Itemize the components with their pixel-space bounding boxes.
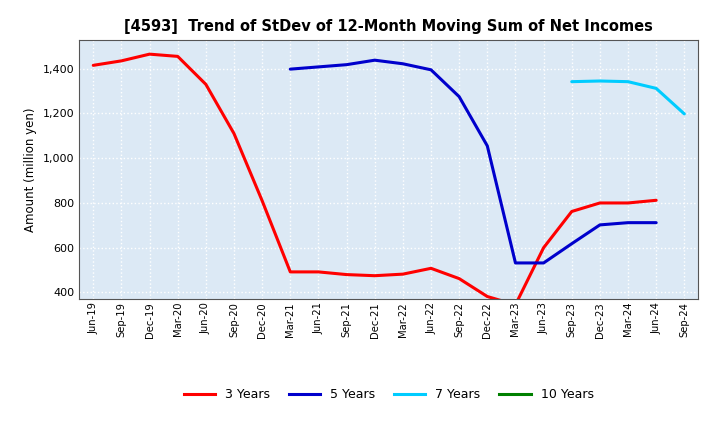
Legend: 3 Years, 5 Years, 7 Years, 10 Years: 3 Years, 5 Years, 7 Years, 10 Years (179, 383, 598, 406)
Title: [4593]  Trend of StDev of 12-Month Moving Sum of Net Incomes: [4593] Trend of StDev of 12-Month Moving… (125, 19, 653, 34)
Y-axis label: Amount (million yen): Amount (million yen) (24, 107, 37, 231)
